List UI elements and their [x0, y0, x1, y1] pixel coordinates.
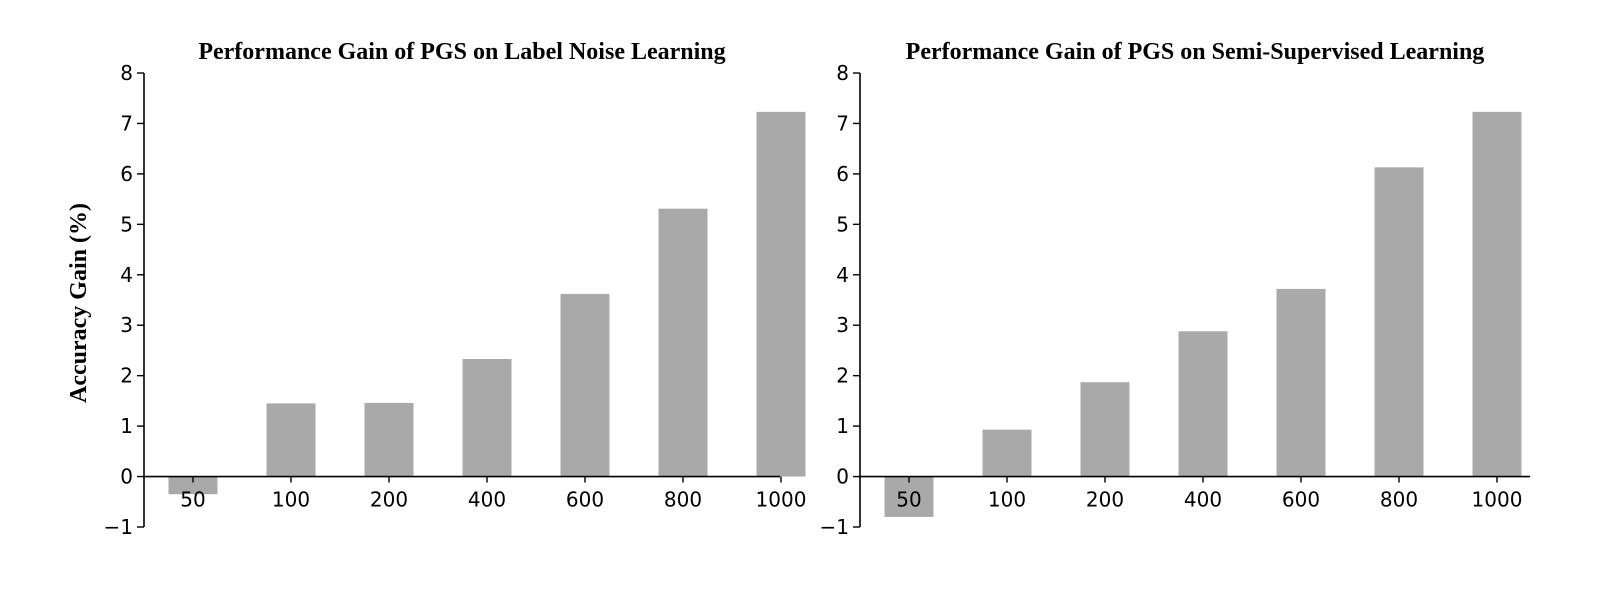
y-tick-label: 2 [120, 364, 133, 388]
bar-100 [266, 403, 316, 477]
y-tick-label: 0 [120, 465, 133, 489]
x-tick-label: 100 [272, 488, 310, 512]
y-tick-label: −1 [820, 515, 849, 539]
y-axis-label: Accuracy Gain (%) [66, 203, 92, 403]
y-tick-label: 4 [120, 263, 133, 287]
y-tick-label: 3 [120, 313, 133, 337]
x-tick-label: 600 [1282, 488, 1320, 512]
bar-600 [560, 293, 610, 477]
y-tick-label: 6 [120, 162, 133, 186]
bar-1000 [1472, 111, 1522, 477]
y-tick-label: −1 [104, 515, 133, 539]
x-tick-label: 800 [1380, 488, 1418, 512]
y-tick-label: 8 [120, 61, 133, 85]
x-tick-label: 400 [468, 488, 506, 512]
y-tick-label: 4 [836, 263, 849, 287]
y-tick-label: 3 [836, 313, 849, 337]
bar-100 [982, 429, 1032, 477]
y-tick-label: 5 [836, 212, 849, 236]
x-tick-label: 200 [370, 488, 408, 512]
bar-400 [1178, 331, 1228, 477]
chart-title: Performance Gain of PGS on Semi-Supervis… [906, 39, 1485, 65]
bar-50 [884, 476, 934, 517]
y-tick-label: 0 [836, 465, 849, 489]
bar-1000 [756, 111, 806, 477]
chart-semi-supervised-learning: Performance Gain of PGS on Semi-Supervis… [820, 39, 1530, 539]
x-tick-label: 50 [180, 488, 205, 512]
y-tick-label: 1 [120, 414, 133, 438]
x-tick-label: 100 [988, 488, 1026, 512]
bar-200 [1080, 382, 1130, 477]
bar-400 [462, 359, 512, 477]
y-tick-label: 7 [120, 111, 133, 135]
x-tick-label: 200 [1086, 488, 1124, 512]
y-tick-label: 8 [836, 61, 849, 85]
bar-600 [1276, 288, 1326, 477]
bar-800 [1374, 167, 1424, 477]
x-tick-label: 800 [664, 488, 702, 512]
bar-800 [658, 208, 708, 477]
y-tick-label: 2 [836, 364, 849, 388]
y-tick-label: 6 [836, 162, 849, 186]
y-tick-label: 5 [120, 212, 133, 236]
x-tick-label: 1000 [1472, 488, 1523, 512]
x-tick-label: 1000 [756, 488, 807, 512]
y-tick-label: 7 [836, 111, 849, 135]
chart-title: Performance Gain of PGS on Label Noise L… [198, 39, 725, 65]
bar-200 [364, 402, 414, 477]
x-tick-label: 600 [566, 488, 604, 512]
chart-label-noise-learning: Performance Gain of PGS on Label Noise L… [104, 39, 807, 539]
x-tick-label: 400 [1184, 488, 1222, 512]
bar-50 [168, 476, 218, 495]
y-tick-label: 1 [836, 414, 849, 438]
x-tick-label: 50 [896, 488, 921, 512]
